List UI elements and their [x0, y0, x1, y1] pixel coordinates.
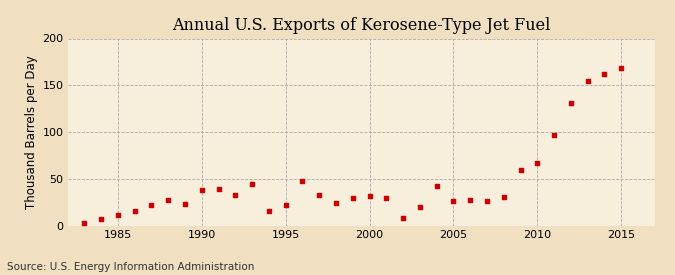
- Point: [280, 203, 291, 207]
- Point: [566, 101, 576, 105]
- Point: [549, 133, 560, 137]
- Point: [79, 221, 90, 225]
- Point: [314, 192, 325, 197]
- Point: [196, 188, 207, 192]
- Point: [583, 78, 593, 83]
- Point: [532, 161, 543, 165]
- Point: [364, 193, 375, 198]
- Point: [213, 187, 224, 191]
- Point: [465, 198, 476, 202]
- Title: Annual U.S. Exports of Kerosene-Type Jet Fuel: Annual U.S. Exports of Kerosene-Type Jet…: [172, 17, 550, 34]
- Point: [431, 184, 442, 188]
- Point: [481, 199, 492, 204]
- Point: [246, 182, 257, 186]
- Point: [180, 202, 190, 206]
- Point: [230, 192, 241, 197]
- Point: [599, 72, 610, 76]
- Point: [348, 196, 358, 200]
- Point: [515, 168, 526, 172]
- Point: [381, 196, 392, 200]
- Y-axis label: Thousand Barrels per Day: Thousand Barrels per Day: [25, 55, 38, 209]
- Point: [498, 195, 509, 200]
- Point: [331, 201, 342, 205]
- Text: Source: U.S. Energy Information Administration: Source: U.S. Energy Information Administ…: [7, 262, 254, 272]
- Point: [163, 198, 173, 202]
- Point: [398, 216, 408, 220]
- Point: [297, 178, 308, 183]
- Point: [414, 205, 425, 209]
- Point: [448, 199, 459, 204]
- Point: [146, 203, 157, 207]
- Point: [113, 213, 124, 218]
- Point: [129, 208, 140, 213]
- Point: [263, 208, 274, 213]
- Point: [616, 66, 626, 71]
- Point: [96, 217, 107, 221]
